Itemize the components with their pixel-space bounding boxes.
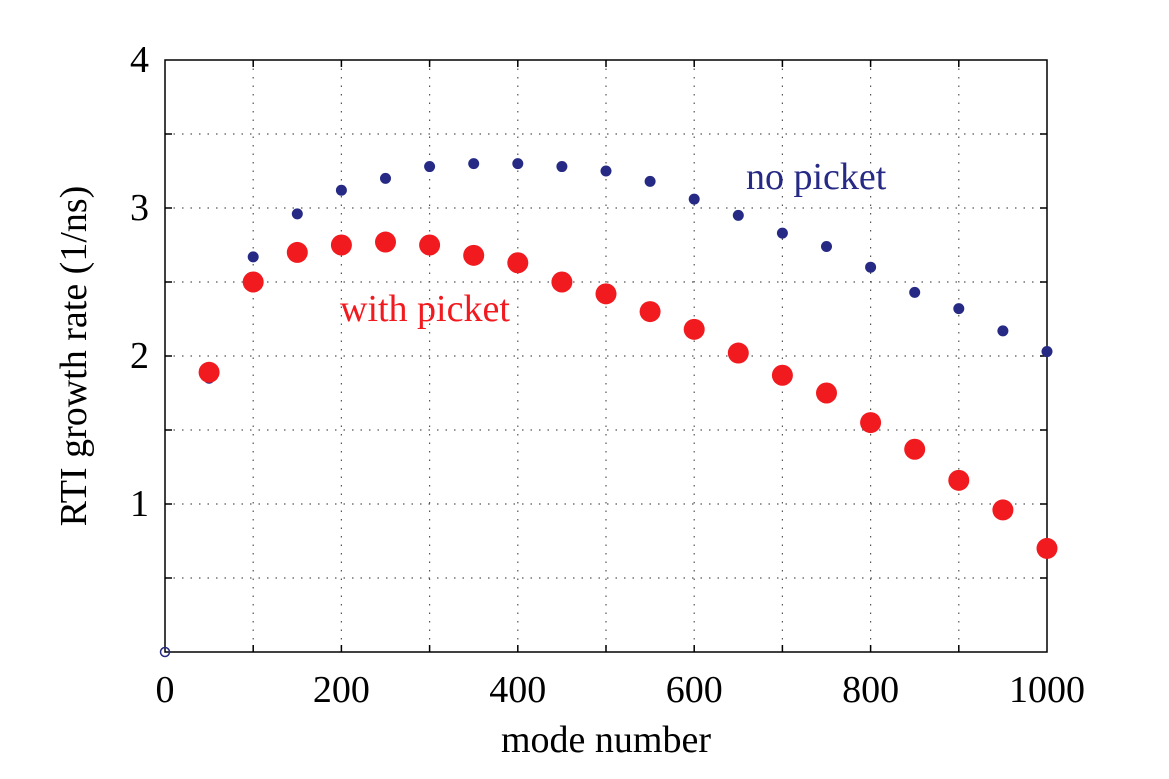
with-picket-point (375, 231, 396, 253)
with-picket-point (1036, 537, 1058, 559)
with-picket-point (727, 342, 749, 364)
with-picket-point (771, 364, 793, 386)
with-picket-point (198, 361, 220, 383)
with-picket-point (507, 252, 529, 274)
with-picket-point (330, 234, 352, 256)
no-picket-point (247, 251, 259, 263)
with-picket-point (860, 412, 882, 434)
no-picket-point (865, 261, 877, 273)
no-picket-point (424, 161, 436, 173)
with-picket-point (948, 469, 970, 491)
x-tick-label: 1000 (1009, 669, 1085, 711)
annotation-no-picket: no picket (746, 156, 887, 198)
with-picket-point (639, 301, 661, 323)
no-picket-point (556, 161, 568, 173)
no-picket-point (380, 172, 391, 184)
no-picket-point (600, 165, 612, 177)
no-picket-point (997, 325, 1009, 337)
x-tick-labels: 0 200 400 600 800 1000 (156, 669, 1086, 711)
x-tick-label: 0 (156, 669, 175, 711)
with-picket-point (463, 244, 485, 266)
no-picket-point (688, 193, 700, 205)
x-tick-label: 800 (842, 669, 899, 711)
y-tick-label: 2 (130, 335, 149, 377)
with-picket-point (242, 271, 264, 293)
no-picket-point (909, 286, 921, 298)
no-picket-point (159, 646, 171, 658)
with-picket-point (551, 271, 573, 293)
no-picket-point (1041, 346, 1053, 358)
with-picket-point (419, 234, 441, 256)
with-picket-point (816, 382, 837, 404)
y-tick-label: 1 (130, 483, 149, 525)
x-tick-label: 400 (489, 669, 546, 711)
plot-frame (164, 59, 1048, 653)
axis-ticks (165, 60, 1047, 652)
with-picket-point (595, 283, 617, 305)
with-picket-point (992, 499, 1014, 521)
no-picket-point (468, 158, 480, 170)
annotation-with-picket: with picket (340, 288, 510, 330)
grid-lines (165, 60, 1047, 652)
y-tick-label: 3 (130, 187, 149, 229)
with-picket-point (683, 318, 705, 340)
series-with-picket (198, 231, 1058, 559)
with-picket-point (286, 241, 308, 263)
no-picket-point (821, 240, 832, 252)
series-no-picket (159, 158, 1053, 658)
y-tick-label: 4 (130, 39, 149, 81)
x-tick-label: 600 (666, 669, 723, 711)
y-axis-label: RTI growth rate (1/ns) (53, 186, 95, 527)
no-picket-point (291, 208, 303, 220)
no-picket-point (732, 209, 744, 221)
no-picket-point (644, 175, 656, 187)
x-tick-label: 200 (313, 669, 370, 711)
no-picket-point (512, 158, 524, 170)
y-tick-labels: 1 2 3 4 (130, 39, 149, 525)
x-axis-label: mode number (501, 719, 711, 761)
no-picket-point (776, 227, 788, 239)
no-picket-point (953, 303, 965, 315)
with-picket-point (904, 438, 926, 460)
no-picket-point (335, 184, 347, 196)
